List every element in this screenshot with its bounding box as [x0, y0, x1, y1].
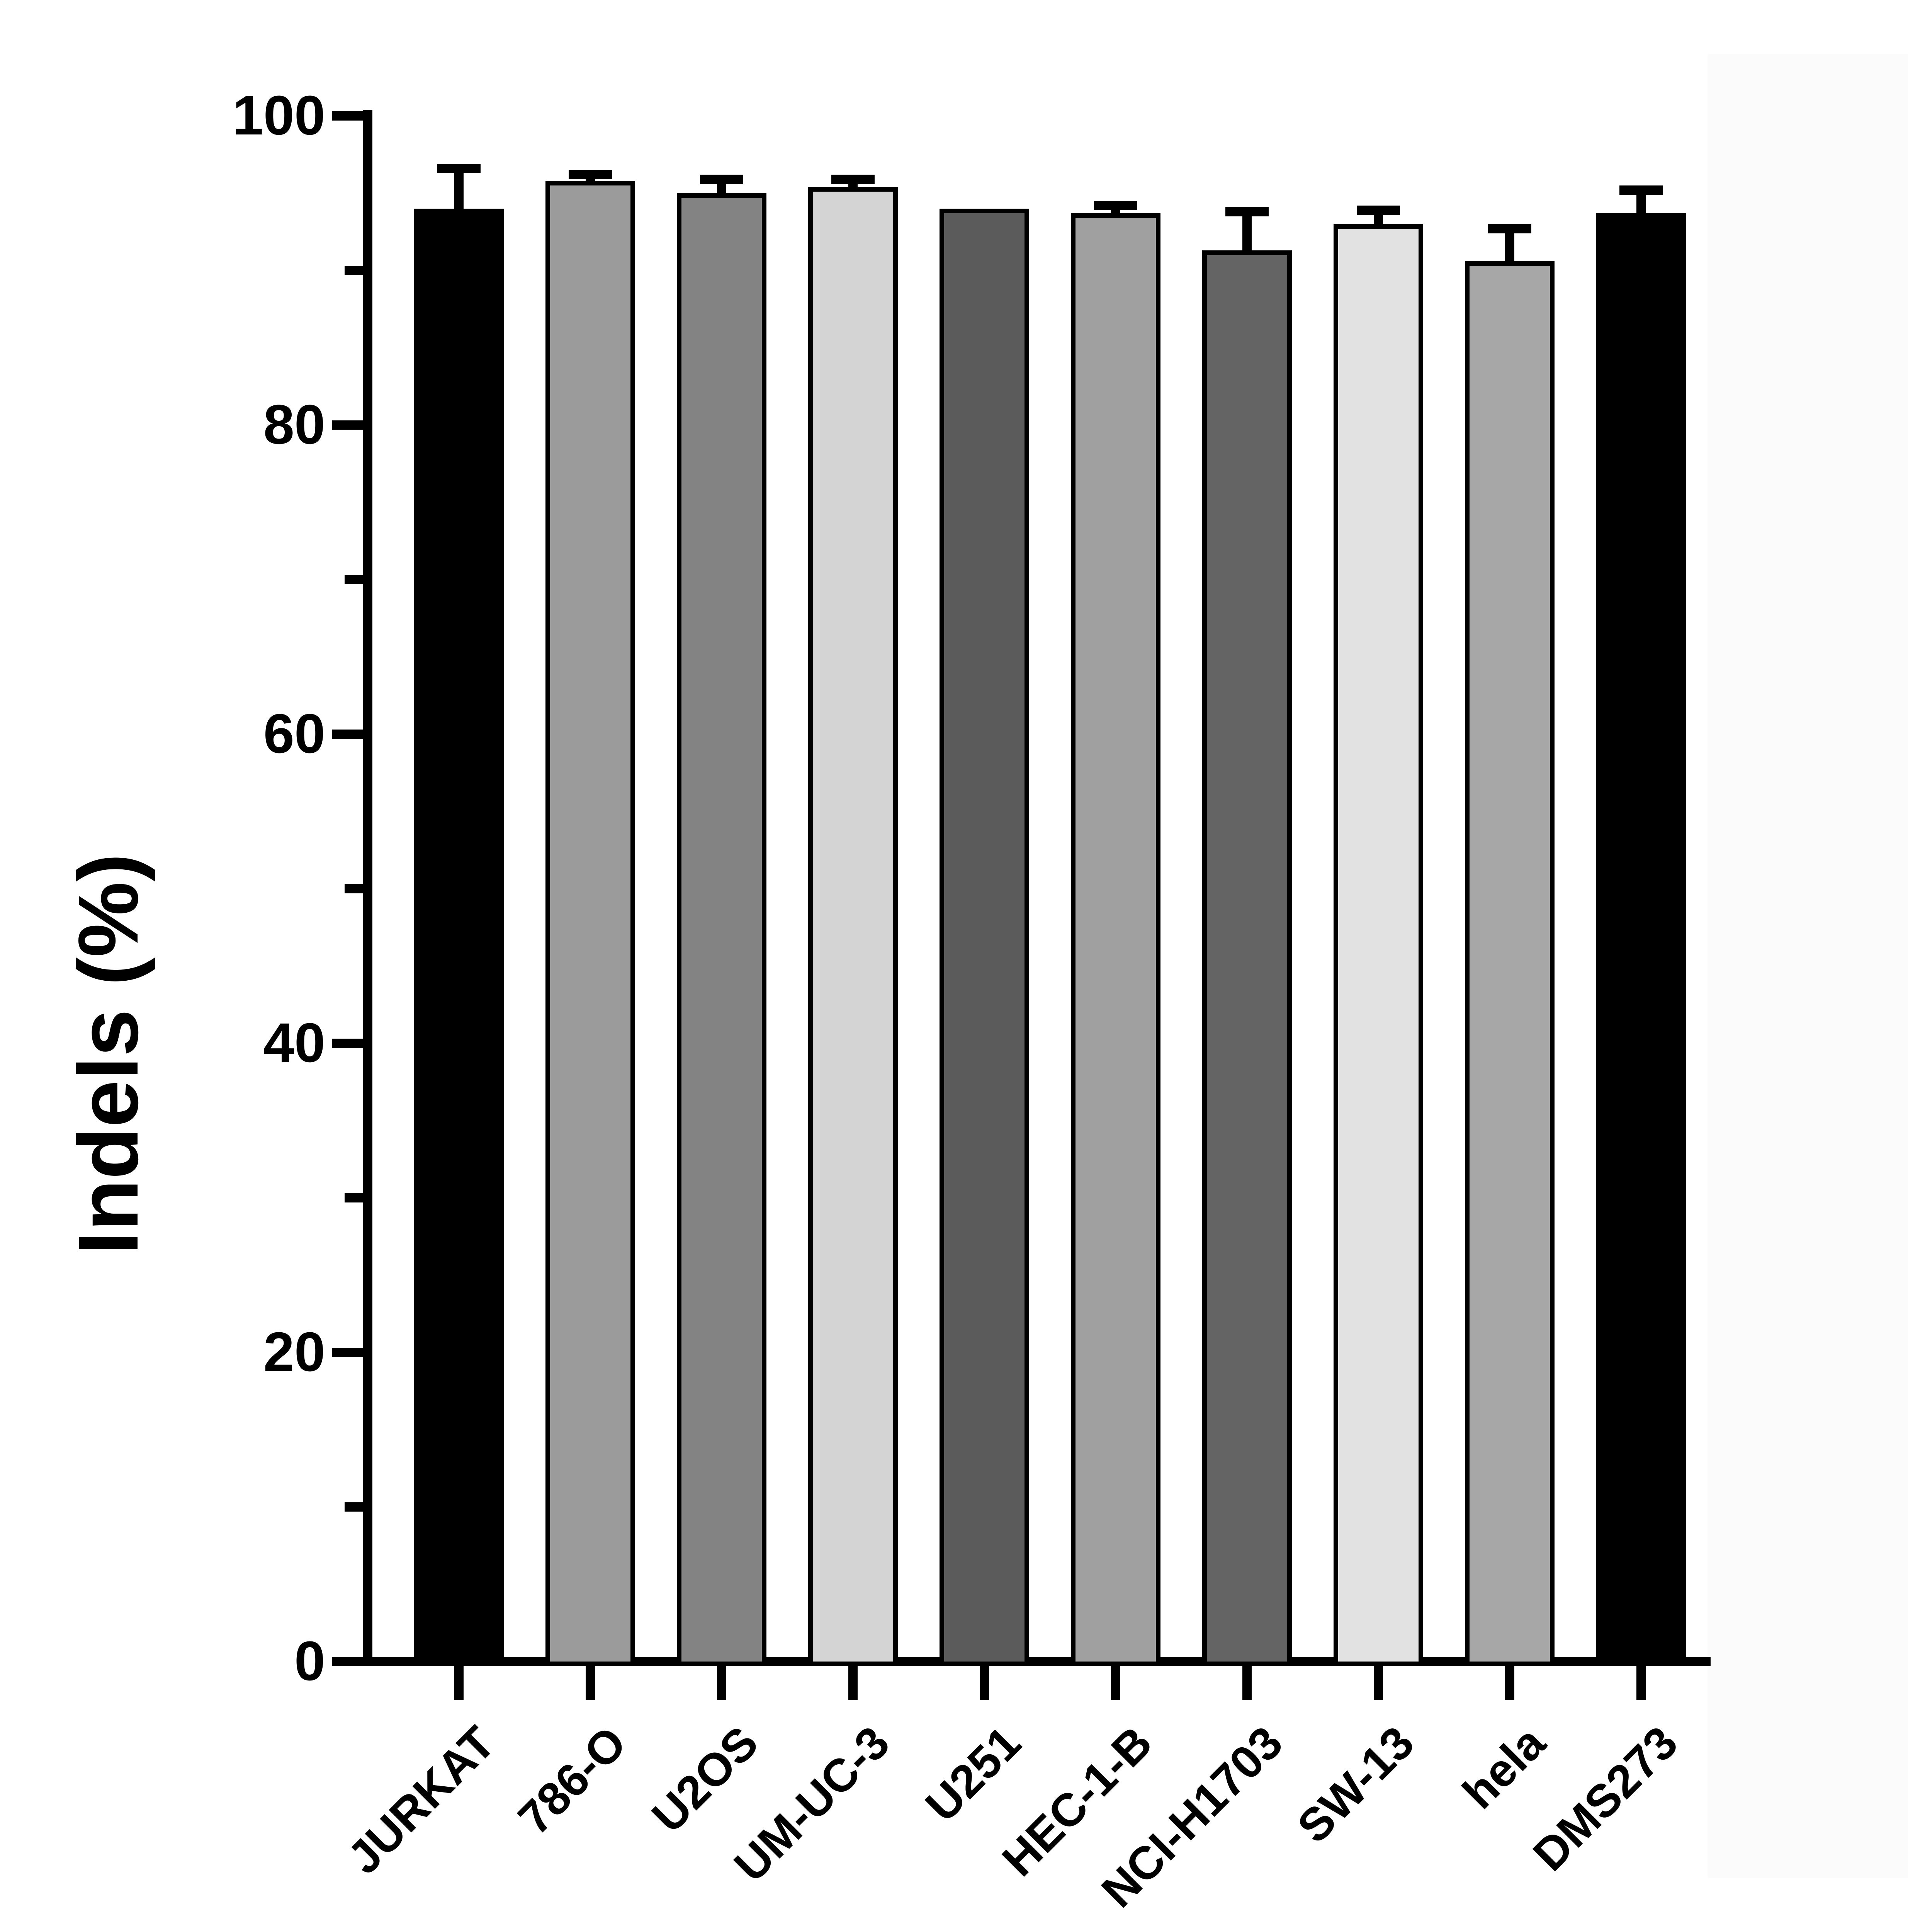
x-tick: [1504, 1666, 1514, 1700]
y-major-tick: [331, 1347, 362, 1357]
x-category-label: U2OS: [643, 1718, 768, 1843]
error-bar-stem: [1373, 214, 1382, 224]
bar: [1201, 250, 1291, 1666]
x-category-label: hela: [1454, 1718, 1556, 1820]
error-bar-cap: [437, 163, 480, 172]
y-tick-label: 40: [263, 1010, 325, 1074]
y-tick-label: 100: [232, 83, 325, 146]
error-bar-stem: [585, 179, 594, 180]
x-tick: [1242, 1666, 1251, 1700]
bar: [939, 208, 1028, 1666]
x-tick: [454, 1666, 463, 1700]
y-minor-tick: [344, 1502, 362, 1512]
error-bar-cap: [1619, 185, 1662, 194]
error-bar-cap: [831, 174, 874, 184]
y-tick-label: 20: [263, 1320, 325, 1383]
y-axis-line: [362, 110, 372, 1666]
error-bar-stem: [1504, 233, 1514, 261]
error-bar-cap: [699, 174, 742, 184]
x-category-label: U251: [916, 1718, 1031, 1832]
y-minor-tick: [344, 265, 362, 275]
error-bar-stem: [1636, 194, 1645, 213]
corner-shade-rect: [1708, 54, 1908, 1878]
bar: [545, 180, 634, 1666]
x-category-label: DMS273: [1524, 1718, 1688, 1881]
y-major-tick: [331, 420, 362, 429]
y-tick-label: 80: [263, 392, 325, 456]
bar: [413, 208, 503, 1666]
error-bar-stem: [716, 183, 725, 193]
y-minor-tick: [344, 1193, 362, 1202]
error-bar-stem: [454, 172, 463, 208]
error-bar-stem: [848, 183, 857, 187]
bar: [1464, 260, 1554, 1666]
x-category-label: SW-13: [1289, 1718, 1425, 1854]
x-tick: [848, 1666, 857, 1700]
bar: [676, 192, 766, 1666]
y-major-tick: [331, 1657, 362, 1666]
error-bar-stem: [1110, 209, 1120, 213]
y-minor-tick: [344, 884, 362, 893]
x-tick: [585, 1666, 594, 1700]
x-tick: [1110, 1666, 1120, 1700]
x-category-label: JURKAT: [339, 1718, 506, 1884]
error-bar-cap: [1093, 200, 1137, 210]
x-tick: [1636, 1666, 1645, 1700]
y-tick-label: 60: [263, 701, 325, 765]
x-category-label: 786-O: [510, 1718, 637, 1845]
error-bar-cap: [1225, 206, 1268, 216]
y-tick-label: 0: [294, 1629, 325, 1692]
bar: [1333, 223, 1422, 1666]
y-major-tick: [331, 1038, 362, 1048]
y-major-tick: [331, 729, 362, 738]
bar: [1070, 213, 1160, 1666]
y-minor-tick: [344, 574, 362, 584]
error-bar-cap: [1356, 205, 1399, 214]
bar: [807, 186, 897, 1666]
x-tick: [979, 1666, 988, 1700]
x-tick: [1373, 1666, 1382, 1700]
bar: [1595, 213, 1685, 1666]
y-major-tick: [331, 111, 362, 120]
error-bar-stem: [1242, 216, 1251, 250]
x-tick: [716, 1666, 725, 1700]
error-bar-cap: [1487, 223, 1531, 233]
error-bar-cap: [568, 169, 611, 179]
